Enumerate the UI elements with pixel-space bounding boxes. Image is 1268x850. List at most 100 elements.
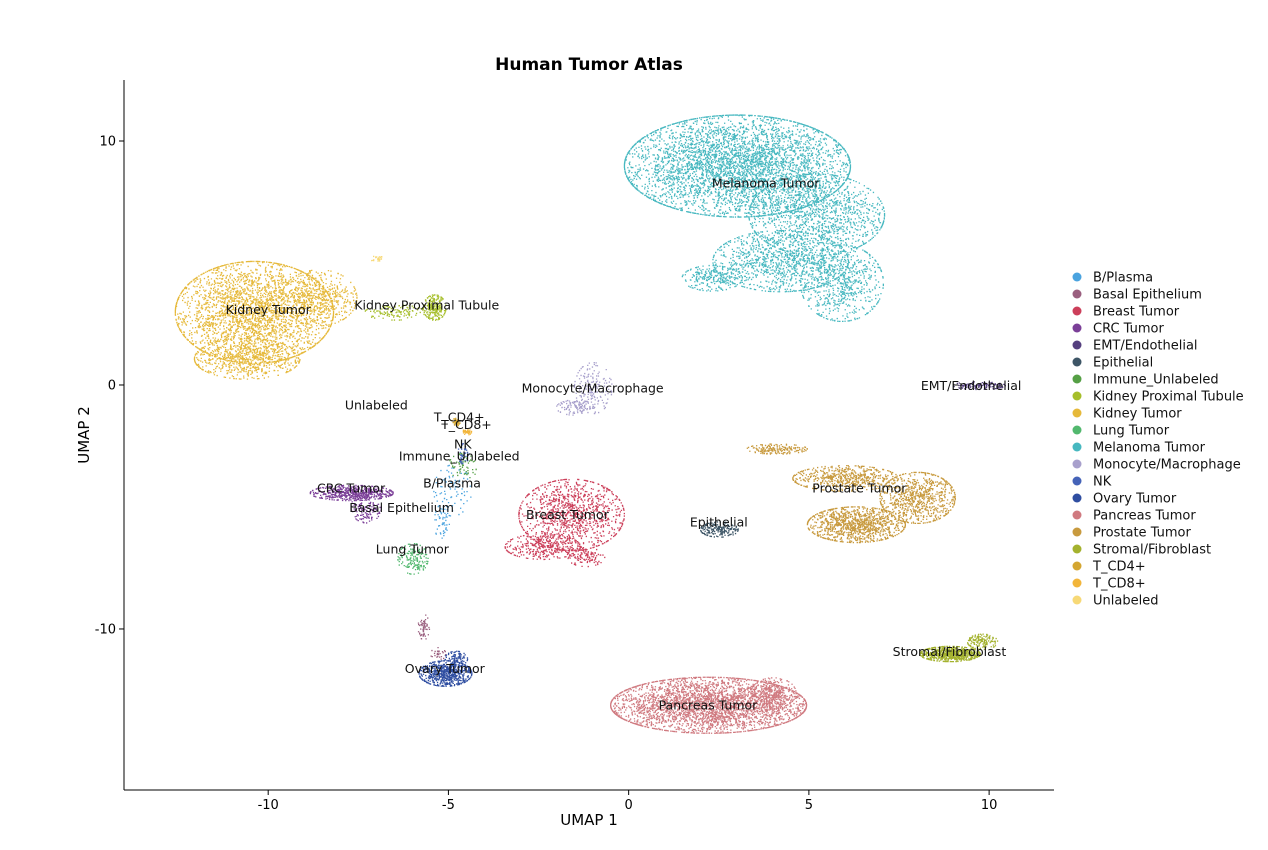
legend-label: Lung Tumor [1093, 424, 1170, 439]
x-ticks: -10 -5 0 5 10 [258, 790, 998, 813]
data-point-group [806, 506, 906, 544]
data-point-group [504, 533, 582, 561]
cluster-points [953, 381, 1006, 391]
legend-label: Unlabeled [1093, 594, 1158, 609]
data-point-group [430, 647, 447, 660]
legend-label: Prostate Tumor [1093, 526, 1192, 541]
x-axis-label: UMAP 1 [560, 811, 618, 829]
x-tick-label: 10 [981, 798, 998, 813]
legend-swatch [1072, 340, 1082, 350]
cluster-label: Ovary Tumor [405, 661, 486, 676]
data-point-group [953, 381, 1006, 391]
cluster-points [919, 633, 999, 663]
y-ticks: -10 0 10 [95, 134, 124, 637]
cluster-points [462, 429, 473, 436]
legend-swatch [1072, 476, 1082, 486]
data-point-group [417, 614, 431, 640]
data-point-group [879, 471, 956, 524]
y-tick-label: 0 [108, 378, 116, 393]
data-point-group [967, 633, 999, 651]
cluster-points [457, 443, 470, 465]
y-tick-label: 10 [99, 134, 116, 149]
data-points [174, 114, 1006, 734]
cluster-points [417, 614, 447, 660]
legend-swatch [1072, 391, 1082, 401]
legend-label: Breast Tumor [1093, 305, 1180, 320]
cluster-points [418, 650, 473, 687]
legend-swatch [1072, 306, 1082, 316]
cluster-points [451, 417, 461, 427]
cluster-points [371, 255, 383, 262]
data-point-group [371, 255, 383, 262]
cluster-points [610, 676, 808, 734]
legend-label: T_CD4+ [1092, 560, 1146, 575]
cluster-points [746, 443, 956, 544]
legend-swatch [1072, 442, 1082, 452]
cluster-label: Pancreas Tumor [659, 697, 759, 712]
data-point-group [748, 173, 886, 257]
data-point-group [792, 465, 899, 492]
data-point-group [462, 429, 473, 436]
data-point-group [433, 464, 472, 517]
data-point-group [919, 645, 981, 663]
legend-label: EMT/Endothelial [1093, 339, 1198, 354]
cluster-label: Monocyte/Macrophage [522, 380, 664, 395]
legend-swatch [1072, 493, 1082, 503]
cluster-label: T_CD8+ [440, 417, 492, 432]
legend-swatch [1072, 323, 1082, 333]
cluster-label: T_CD4+ [433, 410, 485, 425]
cluster-label: Immune_Unlabeled [399, 449, 520, 464]
data-point-group [518, 478, 625, 552]
data-point-group [746, 443, 808, 455]
x-tick-label: -10 [258, 798, 279, 813]
cluster-points [397, 543, 429, 575]
data-point-group [556, 399, 595, 416]
legend-swatch [1072, 527, 1082, 537]
cluster-label: CRC Tumor [317, 480, 386, 495]
data-point-group [422, 294, 447, 321]
x-tick-label: 5 [805, 798, 813, 813]
data-point-group [309, 484, 394, 502]
legend-label: Monocyte/Macrophage [1093, 458, 1241, 473]
legend: B/Plasma Basal Epithelium Breast Tumor CRC … [1072, 271, 1244, 609]
legend-label: NK [1093, 475, 1112, 490]
cluster-label: Unlabeled [345, 397, 408, 412]
cluster-label: EMT/Endothelial [921, 378, 1022, 393]
data-point-group [799, 244, 884, 322]
legend-label: Ovary Tumor [1093, 492, 1177, 507]
cluster-label: Basal Epithelium [349, 500, 454, 515]
cluster-labels: B/Plasma Basal Epithelium Breast Tumor CRC … [226, 175, 1022, 712]
cluster-label: Stromal/Fibroblast [893, 644, 1007, 659]
cluster-points [174, 260, 358, 380]
cluster-label: Epithelial [690, 514, 748, 529]
x-tick-label: -5 [442, 798, 455, 813]
legend-label: Stromal/Fibroblast [1093, 543, 1211, 558]
data-point-group [681, 264, 743, 292]
data-point-group [750, 677, 797, 709]
legend-swatch [1072, 408, 1082, 418]
legend-swatch [1072, 425, 1082, 435]
legend-swatch [1072, 544, 1082, 554]
legend-swatch [1072, 272, 1082, 282]
x-tick-label: 0 [625, 798, 633, 813]
cluster-points [700, 521, 739, 538]
data-point-group [700, 521, 739, 538]
chart-title: Human Tumor Atlas [495, 55, 683, 75]
legend-swatch [1072, 289, 1082, 299]
y-axis-label: UMAP 2 [75, 406, 93, 464]
legend-label: Melanoma Tumor [1093, 441, 1206, 456]
legend-swatch [1072, 459, 1082, 469]
data-point-group [610, 676, 808, 734]
legend-label: Basal Epithelium [1093, 288, 1202, 303]
legend-swatch [1072, 578, 1082, 588]
data-point-group [281, 269, 358, 327]
legend-label: Epithelial [1093, 356, 1153, 371]
legend-label: CRC Tumor [1093, 322, 1164, 337]
cluster-label: Prostate Tumor [812, 480, 907, 495]
cluster-label: Melanoma Tumor [712, 175, 820, 190]
legend-label: Immune_Unlabeled [1093, 373, 1219, 388]
data-point-group [350, 491, 382, 524]
cluster-points [504, 478, 625, 568]
cluster-points [623, 114, 886, 322]
